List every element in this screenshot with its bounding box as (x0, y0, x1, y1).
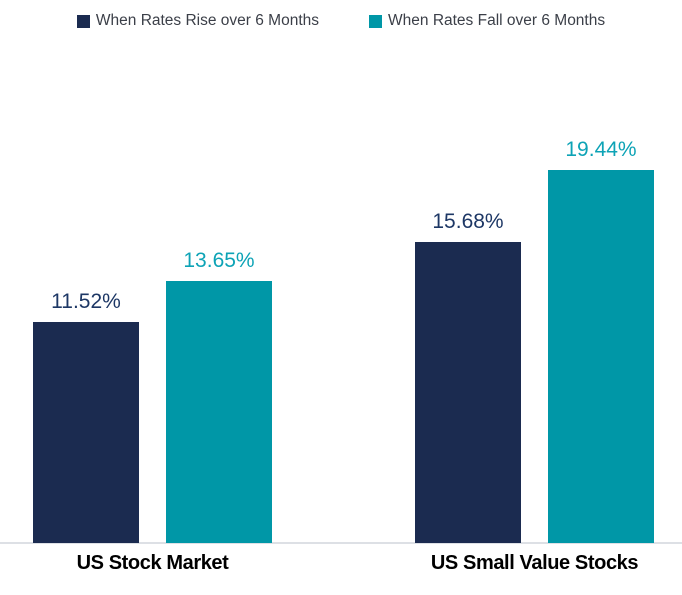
legend-item: When Rates Fall over 6 Months (369, 12, 605, 30)
legend-label: When Rates Fall over 6 Months (388, 12, 606, 29)
legend-item: When Rates Rise over 6 Months (76, 12, 320, 30)
category-label: US Stock Market (76, 552, 229, 574)
chart-legend: When Rates Rise over 6 Months When Rates … (0, 12, 682, 30)
value-label: 11.52% (51, 290, 121, 313)
x-axis-line (0, 542, 682, 544)
value-label: 15.68% (432, 210, 504, 233)
category-label: US Small Value Stocks (430, 552, 639, 574)
bar (33, 322, 139, 543)
value-label: 19.44% (565, 138, 637, 161)
value-label: 13.65% (183, 249, 255, 272)
bar (548, 170, 654, 543)
legend-label: When Rates Rise over 6 Months (95, 12, 320, 29)
legend-swatch-icon (76, 14, 90, 28)
bar (166, 281, 272, 543)
legend-swatch-icon (369, 14, 383, 28)
bar (415, 242, 521, 543)
